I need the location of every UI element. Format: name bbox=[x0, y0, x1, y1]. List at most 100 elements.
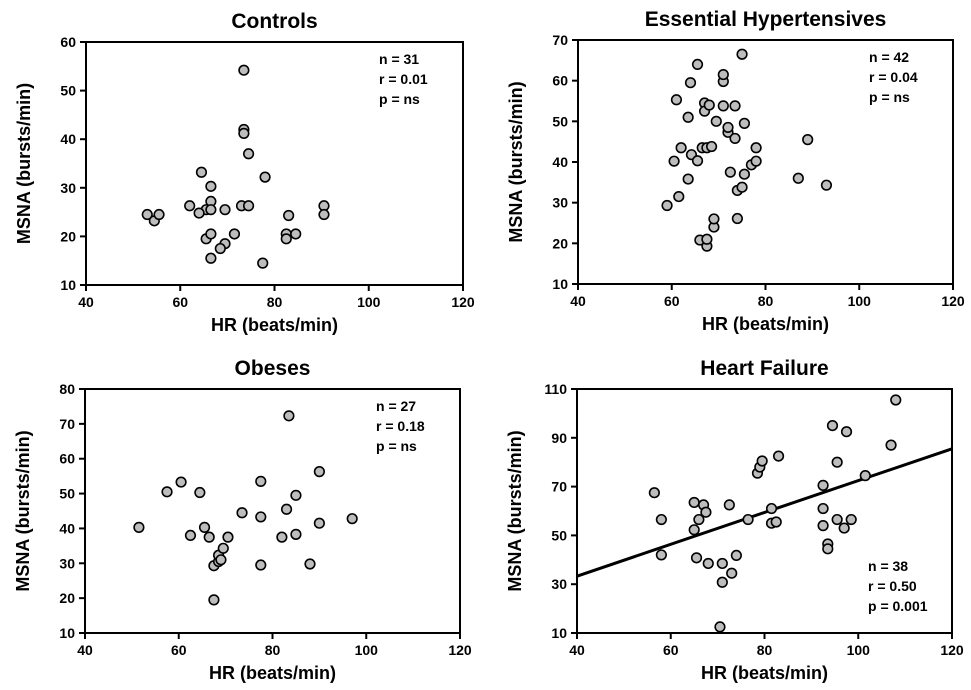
data-point bbox=[682, 111, 694, 123]
y-tick-label: 40 bbox=[552, 154, 568, 170]
data-point bbox=[203, 531, 215, 543]
data-point bbox=[205, 252, 217, 264]
data-point bbox=[716, 576, 728, 588]
data-point bbox=[215, 554, 227, 566]
data-point bbox=[283, 410, 295, 422]
data-point bbox=[690, 552, 703, 564]
data-point bbox=[255, 475, 267, 487]
data-point bbox=[750, 155, 762, 167]
stat-label: r = 0.01 bbox=[379, 71, 428, 87]
data-point bbox=[765, 502, 778, 515]
data-point bbox=[802, 134, 814, 146]
x-tick-label: 60 bbox=[171, 642, 187, 658]
data-point bbox=[817, 479, 829, 491]
y-tick-label: 50 bbox=[551, 527, 567, 543]
data-point bbox=[217, 542, 229, 554]
data-point bbox=[259, 171, 271, 183]
data-point bbox=[717, 100, 729, 112]
stat-label: p = ns bbox=[376, 438, 417, 454]
y-tick-label: 30 bbox=[552, 195, 568, 211]
data-point bbox=[700, 506, 712, 518]
data-point bbox=[198, 521, 211, 533]
x-axis-label: HR (beats/min) bbox=[209, 663, 336, 683]
y-tick-label: 10 bbox=[60, 277, 76, 293]
data-point bbox=[255, 559, 267, 571]
stat-label: n = 31 bbox=[379, 51, 419, 67]
stat-label: r = 0.04 bbox=[869, 69, 918, 85]
stat-label: r = 0.18 bbox=[376, 418, 425, 434]
data-point bbox=[845, 513, 857, 526]
data-point bbox=[668, 155, 680, 167]
data-point bbox=[705, 140, 718, 153]
data-point bbox=[831, 456, 843, 468]
data-point bbox=[717, 68, 729, 81]
data-point bbox=[161, 486, 173, 498]
data-point bbox=[736, 48, 748, 60]
x-tick-label: 60 bbox=[663, 642, 679, 658]
data-point bbox=[792, 172, 804, 184]
data-point bbox=[280, 503, 293, 515]
data-point bbox=[313, 466, 325, 478]
chart-title: Obeses bbox=[235, 357, 311, 380]
scatter-panel: Controls 40 60 80 100 120 10 20 30 40 50 60 HR (beat… bbox=[14, 10, 475, 335]
data-point bbox=[756, 455, 768, 467]
data-point bbox=[724, 166, 736, 178]
data-point bbox=[840, 426, 853, 438]
y-tick-label: 50 bbox=[552, 113, 568, 129]
chart-title: Heart Failure bbox=[700, 357, 828, 380]
y-tick-label: 70 bbox=[552, 32, 568, 48]
scatter-panel: Heart Failure 40 60 80 100 120 10 30 50 70 90 110 HR… bbox=[505, 357, 964, 683]
data-point bbox=[831, 513, 843, 526]
x-tick-label: 100 bbox=[847, 642, 871, 658]
y-tick-label: 50 bbox=[59, 486, 75, 502]
data-point bbox=[714, 621, 726, 633]
data-point bbox=[726, 567, 738, 579]
data-point bbox=[318, 208, 330, 221]
data-point bbox=[208, 594, 220, 606]
chart-title: Essential Hypertensives bbox=[645, 8, 887, 31]
x-tick-label: 120 bbox=[940, 642, 964, 658]
data-point bbox=[859, 470, 871, 482]
stat-label: p = ns bbox=[379, 91, 420, 107]
stat-label: p = ns bbox=[869, 89, 910, 105]
data-point bbox=[238, 127, 250, 139]
y-tick-label: 60 bbox=[59, 451, 75, 467]
data-point bbox=[283, 209, 295, 222]
data-point bbox=[729, 132, 741, 145]
data-point bbox=[722, 121, 734, 134]
x-tick-label: 40 bbox=[77, 642, 93, 658]
data-point bbox=[236, 507, 248, 519]
x-tick-label: 120 bbox=[451, 294, 475, 310]
data-point bbox=[701, 233, 713, 245]
data-point bbox=[276, 531, 288, 543]
y-tick-label: 20 bbox=[552, 235, 568, 251]
data-point bbox=[738, 117, 751, 129]
data-point bbox=[238, 64, 250, 76]
x-tick-label: 40 bbox=[78, 294, 94, 310]
x-tick-label: 100 bbox=[848, 293, 872, 309]
data-point bbox=[193, 207, 205, 219]
x-axis-label: HR (beats/min) bbox=[701, 663, 828, 683]
data-point bbox=[346, 513, 358, 525]
data-point bbox=[133, 521, 145, 533]
data-point bbox=[708, 213, 720, 225]
data-point bbox=[290, 489, 302, 501]
data-point bbox=[184, 529, 197, 542]
data-point bbox=[655, 549, 667, 561]
x-tick-label: 100 bbox=[355, 642, 379, 658]
data-point bbox=[675, 142, 687, 154]
data-point bbox=[222, 531, 234, 543]
x-tick-label: 80 bbox=[267, 294, 283, 310]
data-point bbox=[219, 204, 231, 216]
y-tick-label: 60 bbox=[60, 34, 76, 50]
y-tick-label: 110 bbox=[544, 381, 567, 397]
data-point bbox=[141, 208, 153, 221]
data-point bbox=[242, 200, 255, 212]
data-point bbox=[691, 58, 704, 71]
data-point bbox=[688, 524, 700, 536]
data-point bbox=[257, 257, 269, 269]
x-tick-label: 80 bbox=[265, 642, 281, 658]
y-tick-label: 10 bbox=[552, 276, 568, 292]
data-point bbox=[304, 558, 316, 570]
x-tick-label: 100 bbox=[357, 294, 381, 310]
